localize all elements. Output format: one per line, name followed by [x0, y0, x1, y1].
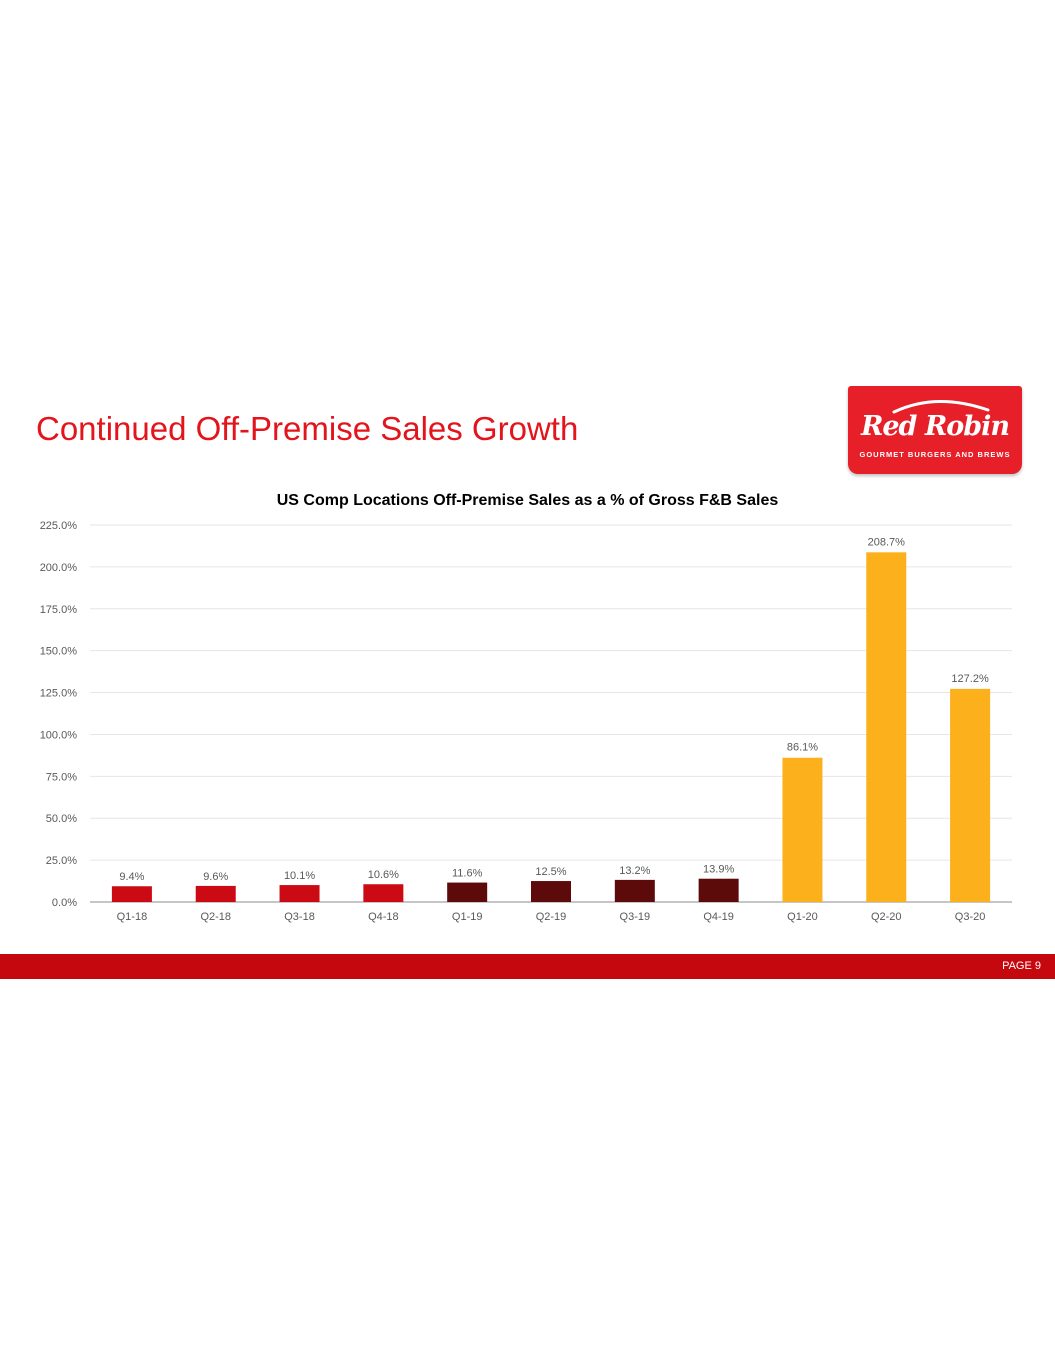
- footer-bar: PAGE 9: [0, 954, 1055, 979]
- bar-q4-18: [363, 884, 404, 902]
- x-tick-label: Q2-19: [536, 911, 567, 923]
- y-tick-label: 200.0%: [40, 562, 78, 574]
- data-label: 10.6%: [368, 869, 399, 881]
- bar-q3-18: [279, 885, 320, 902]
- x-tick-label: Q3-18: [284, 911, 315, 923]
- data-label: 11.6%: [452, 868, 483, 880]
- x-tick-label: Q2-20: [871, 911, 902, 923]
- data-label: 12.5%: [535, 866, 566, 878]
- y-tick-label: 225.0%: [40, 520, 78, 532]
- y-tick-label: 175.0%: [40, 604, 78, 616]
- data-label: 208.7%: [868, 536, 906, 548]
- bar-chart: 0.0% 25.0% 50.0% 75.0% 100.0% 125.0% 150.0% 175…: [40, 520, 1012, 923]
- y-tick-label: 0.0%: [52, 897, 77, 909]
- page-number: PAGE 9: [1002, 960, 1041, 972]
- bar-q2-19: [531, 881, 571, 902]
- y-tick-label: 25.0%: [46, 855, 77, 867]
- chart-title: US Comp Locations Off-Premise Sales as a…: [276, 492, 779, 509]
- x-tick-label: Q4-19: [703, 911, 734, 923]
- bar-q2-20: [866, 552, 907, 902]
- logo-tagline: GOURMET BURGERS AND BREWS: [859, 450, 1011, 459]
- y-tick-label: 50.0%: [46, 813, 77, 825]
- bar-q4-19: [698, 878, 739, 902]
- data-label: 10.1%: [284, 870, 315, 882]
- x-tick-label: Q2-18: [200, 911, 231, 923]
- bar-q1-18: [111, 886, 152, 902]
- x-tick-label: Q1-19: [452, 911, 483, 923]
- x-tick-label: Q1-18: [117, 911, 148, 923]
- data-label: 13.2%: [619, 865, 650, 877]
- page-title: Continued Off-Premise Sales Growth: [36, 410, 579, 447]
- bar-q1-19: [447, 882, 488, 902]
- bar-q3-20: [950, 688, 991, 902]
- x-tick-label: Q3-20: [955, 911, 986, 923]
- y-tick-label: 100.0%: [40, 729, 78, 741]
- data-label: 9.6%: [203, 871, 228, 883]
- data-label: 127.2%: [951, 673, 989, 685]
- data-label: 13.9%: [703, 864, 734, 876]
- data-label: 86.1%: [787, 742, 818, 754]
- logo-swoosh-icon: [892, 400, 990, 414]
- x-tick-label: Q4-18: [368, 911, 399, 923]
- x-tick-label: Q1-20: [787, 911, 818, 923]
- red-robin-logo: Red Robin GOURMET BURGERS AND BREWS: [848, 386, 1022, 474]
- y-tick-label: 125.0%: [40, 688, 78, 700]
- data-label: 9.4%: [119, 871, 144, 883]
- y-tick-label: 75.0%: [46, 771, 77, 783]
- bar-q2-18: [195, 885, 236, 902]
- bar-q1-20: [782, 757, 823, 902]
- x-tick-label: Q3-19: [620, 911, 651, 923]
- bar-q3-19: [614, 879, 655, 902]
- y-tick-label: 150.0%: [40, 646, 78, 658]
- logo-wordmark: Red Robin: [860, 411, 1010, 442]
